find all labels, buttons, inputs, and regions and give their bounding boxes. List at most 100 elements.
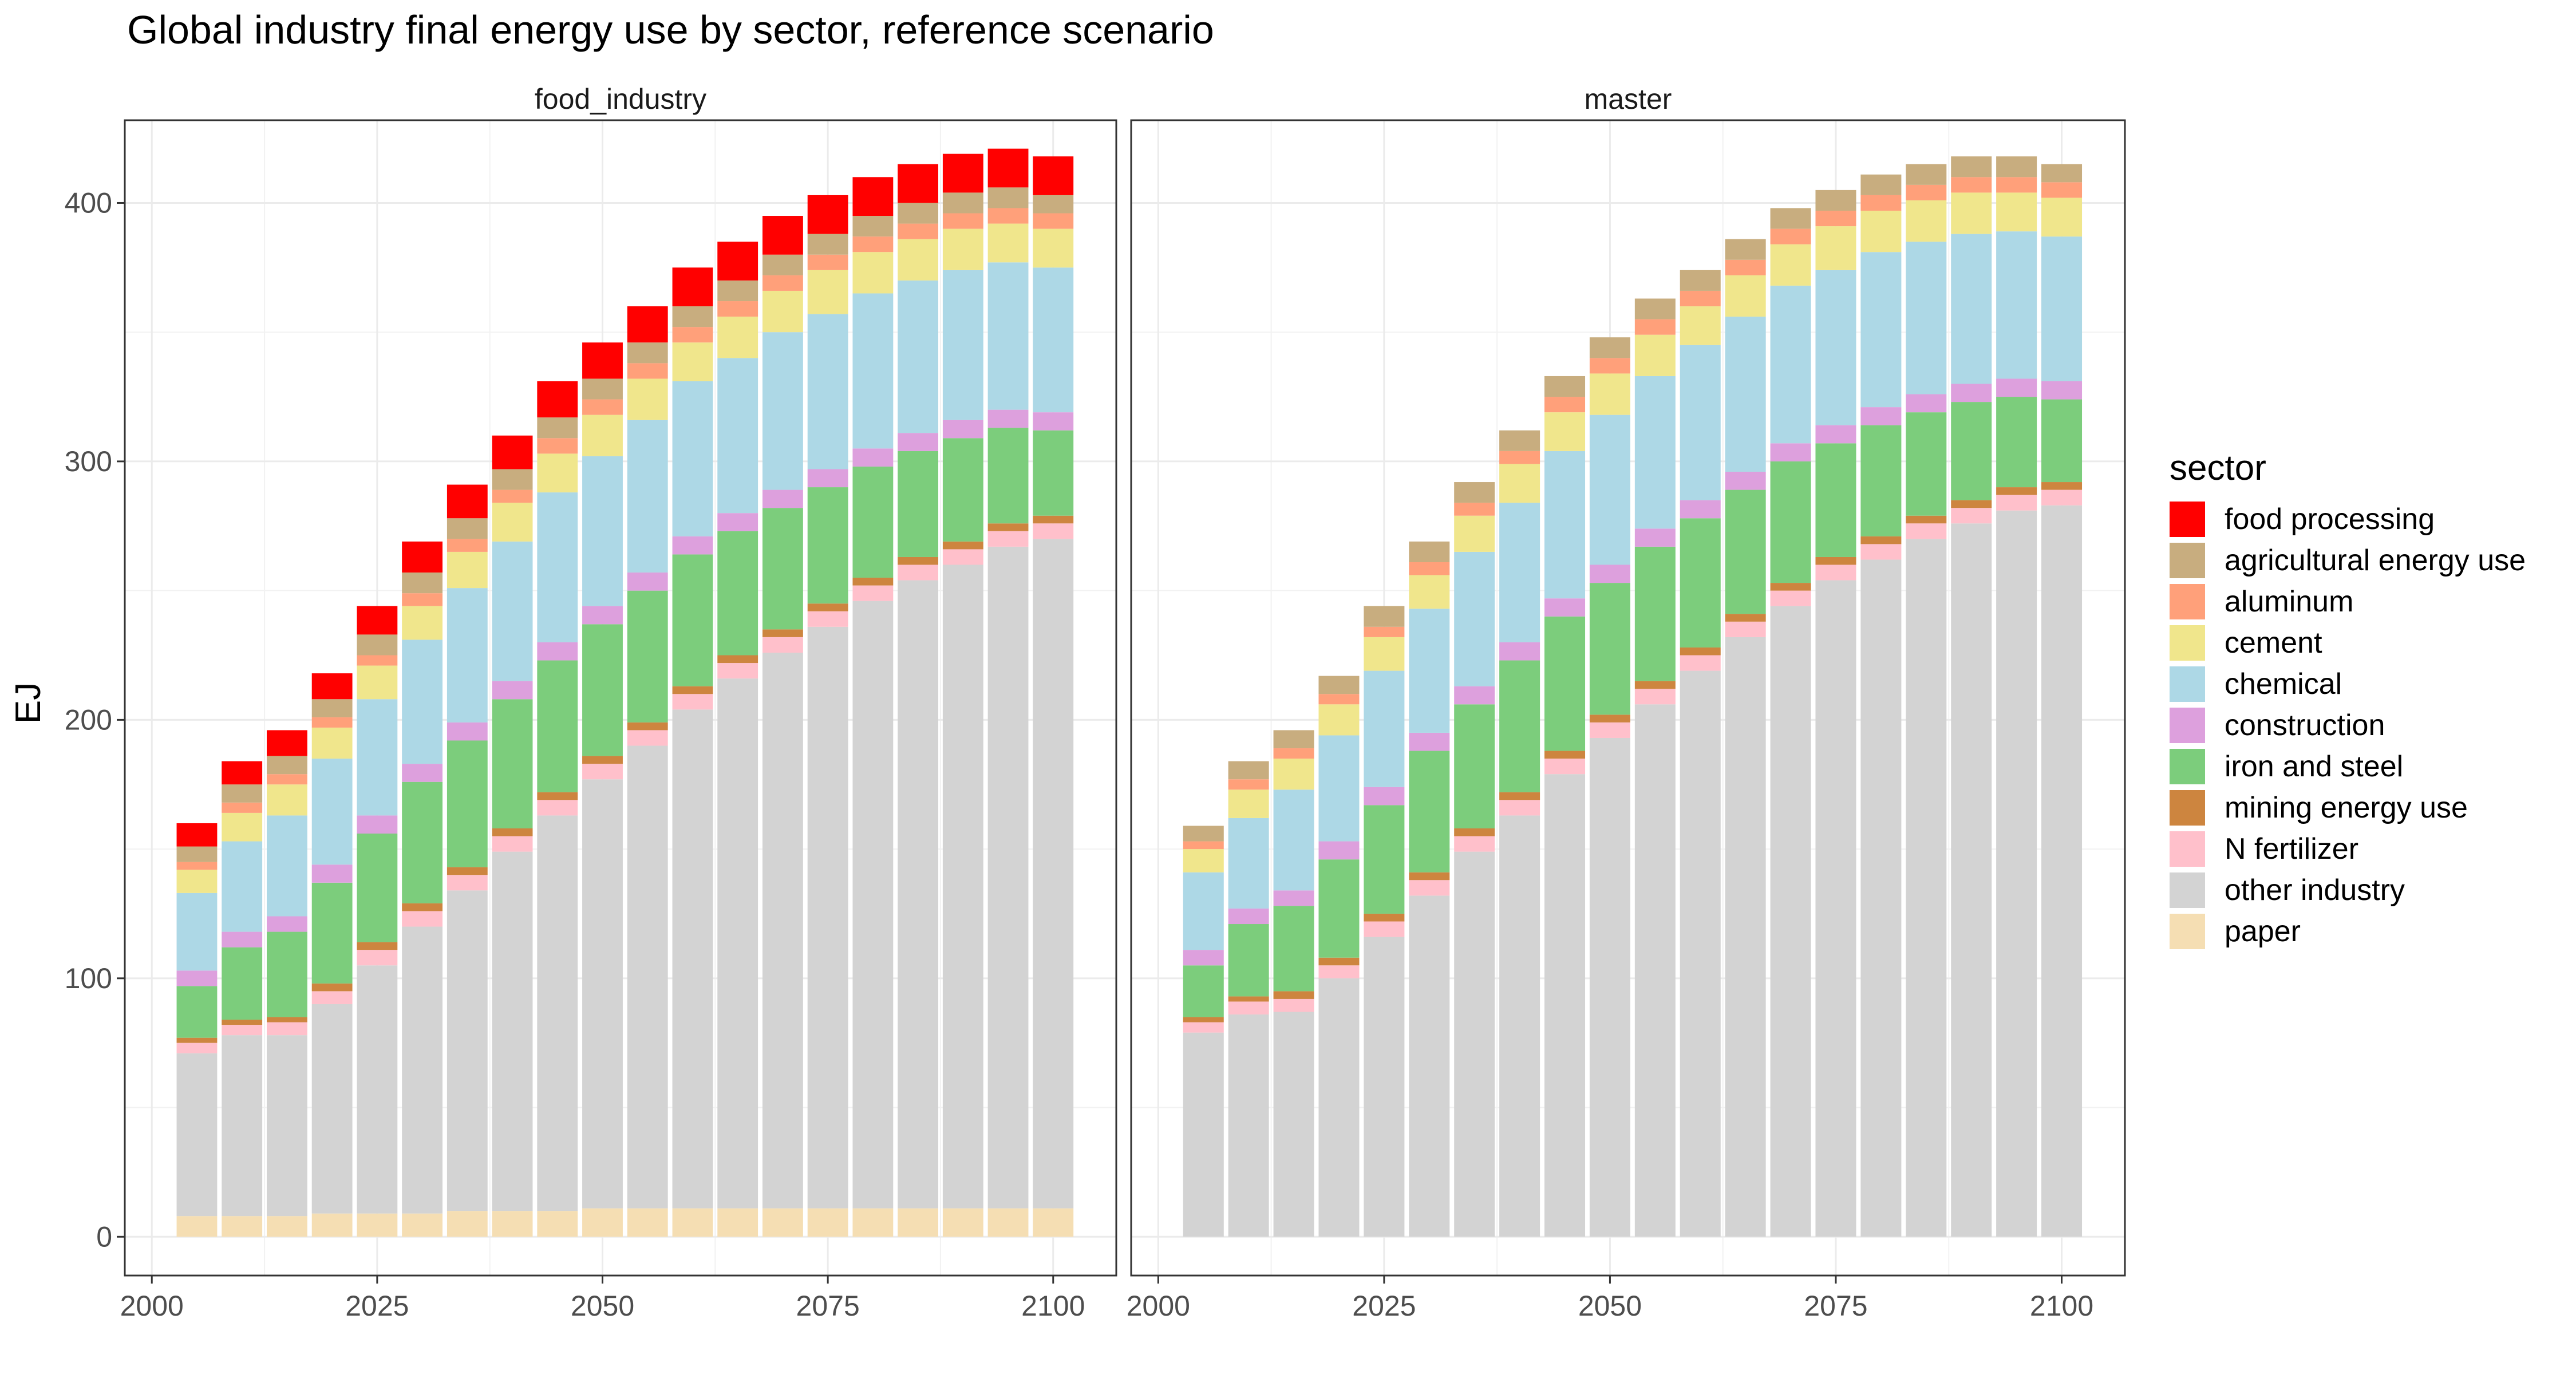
bar-segment-n-fertilizer bbox=[402, 911, 443, 927]
bar-segment-aluminum bbox=[537, 438, 578, 454]
bar-segment-iron-and-steel bbox=[266, 931, 307, 1017]
bar-segment-paper bbox=[447, 1211, 488, 1237]
bar-segment-n-fertilizer bbox=[1273, 998, 1314, 1012]
bar-segment-chemical bbox=[1409, 609, 1450, 733]
bar-segment-agricultural-energy-use bbox=[672, 306, 713, 327]
panel-master: master 2000 2025 2050 2075 2100 bbox=[1127, 74, 2126, 1322]
bar-segment-construction bbox=[1273, 890, 1314, 906]
bar-segment-other-industry bbox=[266, 1035, 307, 1217]
bar-segment-mining-energy-use bbox=[898, 556, 939, 565]
bar-segment-paper bbox=[672, 1208, 713, 1237]
bar-segment-other-industry bbox=[537, 815, 578, 1211]
bar-segment-aluminum bbox=[762, 275, 803, 291]
bar-segment-agricultural-energy-use bbox=[1183, 826, 1224, 842]
bar-segment-n-fertilizer bbox=[807, 611, 848, 627]
bar-segment-construction bbox=[1860, 407, 1902, 425]
bar-segment-agricultural-energy-use bbox=[176, 846, 218, 862]
bar-segment-aluminum bbox=[717, 301, 758, 317]
bar-segment-aluminum bbox=[1544, 397, 1586, 413]
bar-segment-chemical bbox=[402, 639, 443, 764]
bar-segment-construction bbox=[987, 409, 1029, 428]
bar-segment-chemical bbox=[357, 699, 398, 816]
bar-segment-paper bbox=[1033, 1208, 1074, 1237]
legend-item: aluminum bbox=[2170, 584, 2353, 619]
bar-segment-chemical bbox=[1815, 270, 1856, 425]
bar-segment-other-industry bbox=[492, 851, 533, 1211]
bar-segment-food-processing bbox=[898, 164, 939, 203]
bar-segment-chemical bbox=[2041, 236, 2083, 381]
bar-segment-iron-and-steel bbox=[1680, 518, 1721, 647]
bar-segment-construction bbox=[717, 513, 758, 531]
legend-label: food processing bbox=[2225, 503, 2435, 536]
bar-segment-agricultural-energy-use bbox=[222, 784, 263, 803]
bar-segment-agricultural-energy-use bbox=[762, 254, 803, 275]
bar-segment-iron-and-steel bbox=[1454, 704, 1495, 828]
chart-title: Global industry final energy use by sect… bbox=[127, 7, 1214, 52]
bar-segment-construction bbox=[1364, 787, 1405, 806]
bar-segment-cement bbox=[717, 317, 758, 358]
bar-segment-other-industry bbox=[762, 653, 803, 1209]
bar-segment-food-processing bbox=[717, 242, 758, 281]
bar-segment-cement bbox=[402, 606, 443, 640]
bar-segment-n-fertilizer bbox=[1318, 965, 1360, 978]
bar-segment-iron-and-steel bbox=[1906, 412, 1947, 516]
bar-segment-agricultural-energy-use bbox=[1951, 156, 1992, 177]
bar-segment-food-processing bbox=[762, 216, 803, 255]
bar-segment-iron-and-steel bbox=[1770, 461, 1811, 583]
bar-segment-other-industry bbox=[222, 1035, 263, 1217]
bar-segment-construction bbox=[266, 916, 307, 932]
bar-segment-aluminum bbox=[1228, 779, 1269, 790]
bar-segment-agricultural-energy-use bbox=[537, 417, 578, 439]
bar-segment-other-industry bbox=[1364, 937, 1405, 1237]
bar-segment-chemical bbox=[1770, 285, 1811, 444]
bar-segment-agricultural-energy-use bbox=[1499, 430, 1540, 451]
bar-segment-aluminum bbox=[1499, 451, 1540, 464]
bar-segment-chemical bbox=[311, 759, 353, 865]
bar-segment-agricultural-energy-use bbox=[1544, 376, 1586, 397]
legend-swatch bbox=[2170, 502, 2205, 537]
bar-segment-chemical bbox=[492, 541, 533, 681]
bar-segment-n-fertilizer bbox=[898, 564, 939, 581]
bar-segment-iron-and-steel bbox=[222, 947, 263, 1020]
bar-segment-chemical bbox=[1951, 234, 1992, 384]
bar-segment-agricultural-energy-use bbox=[266, 756, 307, 775]
bar-segment-construction bbox=[222, 931, 263, 947]
bar-segment-paper bbox=[807, 1208, 848, 1237]
bar-segment-cement bbox=[627, 378, 668, 420]
bar-segment-n-fertilizer bbox=[987, 531, 1029, 547]
bar-segment-chemical bbox=[1183, 872, 1224, 950]
y-axis-label: EJ bbox=[9, 682, 48, 724]
bar-segment-chemical bbox=[672, 381, 713, 536]
x-axis: 2000 2025 2050 2075 2100 bbox=[120, 1276, 1085, 1322]
bar-segment-other-industry bbox=[1996, 510, 2037, 1237]
bar-segment-construction bbox=[1033, 412, 1074, 431]
bar-segment-other-industry bbox=[987, 546, 1029, 1209]
bar-segment-iron-and-steel bbox=[898, 451, 939, 557]
bar-segment-chemical bbox=[942, 270, 983, 420]
bar-segment-cement bbox=[492, 503, 533, 542]
bar-segment-mining-energy-use bbox=[1770, 583, 1811, 591]
bar-segment-aluminum bbox=[176, 862, 218, 870]
legend-label: iron and steel bbox=[2225, 750, 2403, 783]
bar-segment-construction bbox=[1409, 732, 1450, 751]
bar-segment-other-industry bbox=[807, 626, 848, 1209]
bar-segment-aluminum bbox=[311, 717, 353, 728]
bar-segment-chemical bbox=[762, 332, 803, 490]
bar-segment-construction bbox=[402, 764, 443, 782]
bar-segment-food-processing bbox=[357, 606, 398, 635]
bar-segment-aluminum bbox=[627, 363, 668, 379]
bar-segment-iron-and-steel bbox=[2041, 399, 2083, 483]
bar-segment-chemical bbox=[1454, 551, 1495, 686]
bar-segment-n-fertilizer bbox=[1454, 836, 1495, 852]
legend-swatch bbox=[2170, 708, 2205, 743]
bar-segment-cement bbox=[1725, 275, 1766, 317]
bar-segment-cement bbox=[266, 784, 307, 816]
bar-segment-mining-energy-use bbox=[807, 603, 848, 611]
bar-segment-mining-energy-use bbox=[537, 792, 578, 800]
bar-segment-chemical bbox=[266, 815, 307, 917]
bar-segment-cement bbox=[762, 290, 803, 333]
bar-segment-agricultural-energy-use bbox=[492, 469, 533, 490]
bar-segment-mining-energy-use bbox=[1680, 647, 1721, 656]
bar-segment-n-fertilizer bbox=[222, 1025, 263, 1036]
legend-item: agricultural energy use bbox=[2170, 543, 2526, 578]
